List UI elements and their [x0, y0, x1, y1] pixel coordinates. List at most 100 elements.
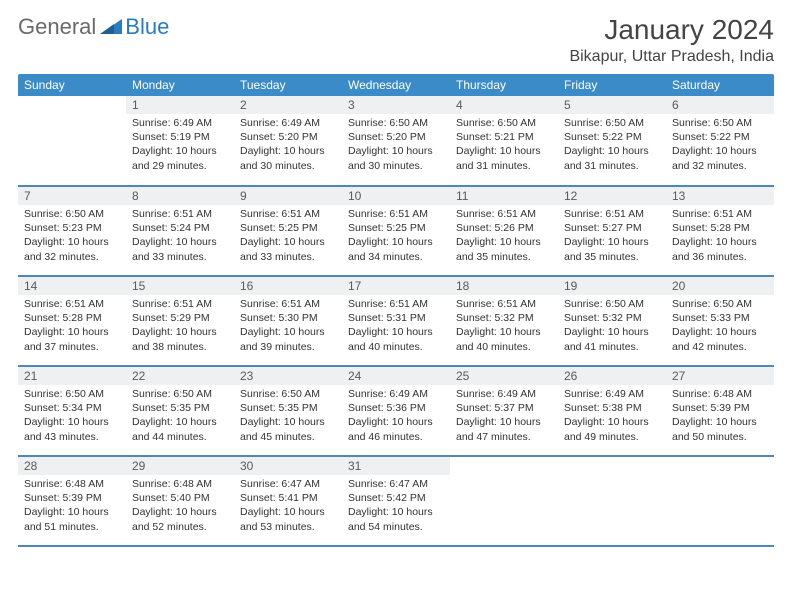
day-details: Sunrise: 6:50 AMSunset: 5:33 PMDaylight:…: [666, 295, 774, 360]
daylight-line: Daylight: 10 hoursand 37 minutes.: [24, 325, 120, 353]
day-number: 23: [234, 367, 342, 385]
sunrise-line: Sunrise: 6:50 AM: [348, 116, 444, 130]
daylight-line: Daylight: 10 hoursand 41 minutes.: [564, 325, 660, 353]
daylight-line: Daylight: 10 hoursand 54 minutes.: [348, 505, 444, 533]
calendar-cell: 5Sunrise: 6:50 AMSunset: 5:22 PMDaylight…: [558, 96, 666, 186]
calendar-cell: 0: [18, 96, 126, 186]
sunrise-line: Sunrise: 6:50 AM: [240, 387, 336, 401]
dow-row: Sunday Monday Tuesday Wednesday Thursday…: [18, 74, 774, 96]
day-details: Sunrise: 6:47 AMSunset: 5:41 PMDaylight:…: [234, 475, 342, 540]
day-number: 19: [558, 277, 666, 295]
day-details: Sunrise: 6:51 AMSunset: 5:32 PMDaylight:…: [450, 295, 558, 360]
day-details: Sunrise: 6:50 AMSunset: 5:35 PMDaylight:…: [234, 385, 342, 450]
calendar-cell: 24Sunrise: 6:49 AMSunset: 5:36 PMDayligh…: [342, 366, 450, 456]
calendar-cell: 21Sunrise: 6:50 AMSunset: 5:34 PMDayligh…: [18, 366, 126, 456]
dow-friday: Friday: [558, 74, 666, 96]
day-details: Sunrise: 6:48 AMSunset: 5:40 PMDaylight:…: [126, 475, 234, 540]
daylight-line: Daylight: 10 hoursand 36 minutes.: [672, 235, 768, 263]
month-title: January 2024: [569, 14, 774, 46]
sunrise-line: Sunrise: 6:48 AM: [132, 477, 228, 491]
sunset-line: Sunset: 5:35 PM: [132, 401, 228, 415]
day-number: 22: [126, 367, 234, 385]
day-details: Sunrise: 6:50 AMSunset: 5:35 PMDaylight:…: [126, 385, 234, 450]
calendar-cell: 27Sunrise: 6:48 AMSunset: 5:39 PMDayligh…: [666, 366, 774, 456]
dow-sunday: Sunday: [18, 74, 126, 96]
day-details: Sunrise: 6:49 AMSunset: 5:36 PMDaylight:…: [342, 385, 450, 450]
logo-general: General: [18, 14, 96, 40]
daylight-line: Daylight: 10 hoursand 31 minutes.: [564, 144, 660, 172]
sunrise-line: Sunrise: 6:47 AM: [240, 477, 336, 491]
calendar-cell: 17Sunrise: 6:51 AMSunset: 5:31 PMDayligh…: [342, 276, 450, 366]
calendar-cell: 4Sunrise: 6:50 AMSunset: 5:21 PMDaylight…: [450, 96, 558, 186]
sunrise-line: Sunrise: 6:50 AM: [564, 297, 660, 311]
calendar-cell: 12Sunrise: 6:51 AMSunset: 5:27 PMDayligh…: [558, 186, 666, 276]
sunrise-line: Sunrise: 6:51 AM: [564, 207, 660, 221]
calendar-cell: 9Sunrise: 6:51 AMSunset: 5:25 PMDaylight…: [234, 186, 342, 276]
sunset-line: Sunset: 5:38 PM: [564, 401, 660, 415]
day-number: 17: [342, 277, 450, 295]
day-number: 24: [342, 367, 450, 385]
sunset-line: Sunset: 5:27 PM: [564, 221, 660, 235]
sunset-line: Sunset: 5:28 PM: [24, 311, 120, 325]
day-number: 3: [342, 96, 450, 114]
day-details: Sunrise: 6:49 AMSunset: 5:37 PMDaylight:…: [450, 385, 558, 450]
sunset-line: Sunset: 5:25 PM: [240, 221, 336, 235]
calendar-cell: 2Sunrise: 6:49 AMSunset: 5:20 PMDaylight…: [234, 96, 342, 186]
sunrise-line: Sunrise: 6:49 AM: [240, 116, 336, 130]
sunset-line: Sunset: 5:36 PM: [348, 401, 444, 415]
daylight-line: Daylight: 10 hoursand 32 minutes.: [24, 235, 120, 263]
calendar-cell: 10Sunrise: 6:51 AMSunset: 5:25 PMDayligh…: [342, 186, 450, 276]
daylight-line: Daylight: 10 hoursand 42 minutes.: [672, 325, 768, 353]
day-number: 10: [342, 187, 450, 205]
sunrise-line: Sunrise: 6:49 AM: [348, 387, 444, 401]
calendar-cell: 15Sunrise: 6:51 AMSunset: 5:29 PMDayligh…: [126, 276, 234, 366]
day-number: 15: [126, 277, 234, 295]
day-number: 1: [126, 96, 234, 114]
daylight-line: Daylight: 10 hoursand 30 minutes.: [348, 144, 444, 172]
daylight-line: Daylight: 10 hoursand 40 minutes.: [456, 325, 552, 353]
day-number: 28: [18, 457, 126, 475]
day-number: 4: [450, 96, 558, 114]
day-number: 13: [666, 187, 774, 205]
day-number: 6: [666, 96, 774, 114]
sunset-line: Sunset: 5:24 PM: [132, 221, 228, 235]
day-number: 29: [126, 457, 234, 475]
sunset-line: Sunset: 5:22 PM: [564, 130, 660, 144]
day-details: Sunrise: 6:49 AMSunset: 5:20 PMDaylight:…: [234, 114, 342, 179]
sunrise-line: Sunrise: 6:50 AM: [132, 387, 228, 401]
sunset-line: Sunset: 5:22 PM: [672, 130, 768, 144]
sunset-line: Sunset: 5:30 PM: [240, 311, 336, 325]
day-number: 7: [18, 187, 126, 205]
sunrise-line: Sunrise: 6:50 AM: [456, 116, 552, 130]
calendar-cell: 7Sunrise: 6:50 AMSunset: 5:23 PMDaylight…: [18, 186, 126, 276]
calendar-cell: 0: [558, 456, 666, 546]
logo-blue: Blue: [125, 14, 169, 40]
dow-saturday: Saturday: [666, 74, 774, 96]
daylight-line: Daylight: 10 hoursand 32 minutes.: [672, 144, 768, 172]
day-number: 8: [126, 187, 234, 205]
daylight-line: Daylight: 10 hoursand 35 minutes.: [456, 235, 552, 263]
daylight-line: Daylight: 10 hoursand 33 minutes.: [132, 235, 228, 263]
sunrise-line: Sunrise: 6:51 AM: [240, 207, 336, 221]
daylight-line: Daylight: 10 hoursand 39 minutes.: [240, 325, 336, 353]
sunrise-line: Sunrise: 6:50 AM: [24, 207, 120, 221]
header: General Blue January 2024 Bikapur, Uttar…: [18, 14, 774, 66]
day-details: Sunrise: 6:50 AMSunset: 5:23 PMDaylight:…: [18, 205, 126, 270]
sunset-line: Sunset: 5:29 PM: [132, 311, 228, 325]
daylight-line: Daylight: 10 hoursand 31 minutes.: [456, 144, 552, 172]
sunrise-line: Sunrise: 6:48 AM: [24, 477, 120, 491]
sunset-line: Sunset: 5:31 PM: [348, 311, 444, 325]
logo: General Blue: [18, 14, 169, 40]
calendar-cell: 25Sunrise: 6:49 AMSunset: 5:37 PMDayligh…: [450, 366, 558, 456]
sunrise-line: Sunrise: 6:49 AM: [456, 387, 552, 401]
sunrise-line: Sunrise: 6:49 AM: [564, 387, 660, 401]
sunrise-line: Sunrise: 6:47 AM: [348, 477, 444, 491]
day-details: Sunrise: 6:51 AMSunset: 5:31 PMDaylight:…: [342, 295, 450, 360]
sunset-line: Sunset: 5:19 PM: [132, 130, 228, 144]
day-details: Sunrise: 6:49 AMSunset: 5:38 PMDaylight:…: [558, 385, 666, 450]
sunrise-line: Sunrise: 6:50 AM: [24, 387, 120, 401]
calendar-cell: 23Sunrise: 6:50 AMSunset: 5:35 PMDayligh…: [234, 366, 342, 456]
sunrise-line: Sunrise: 6:51 AM: [132, 297, 228, 311]
day-details: Sunrise: 6:51 AMSunset: 5:25 PMDaylight:…: [342, 205, 450, 270]
calendar-cell: 8Sunrise: 6:51 AMSunset: 5:24 PMDaylight…: [126, 186, 234, 276]
